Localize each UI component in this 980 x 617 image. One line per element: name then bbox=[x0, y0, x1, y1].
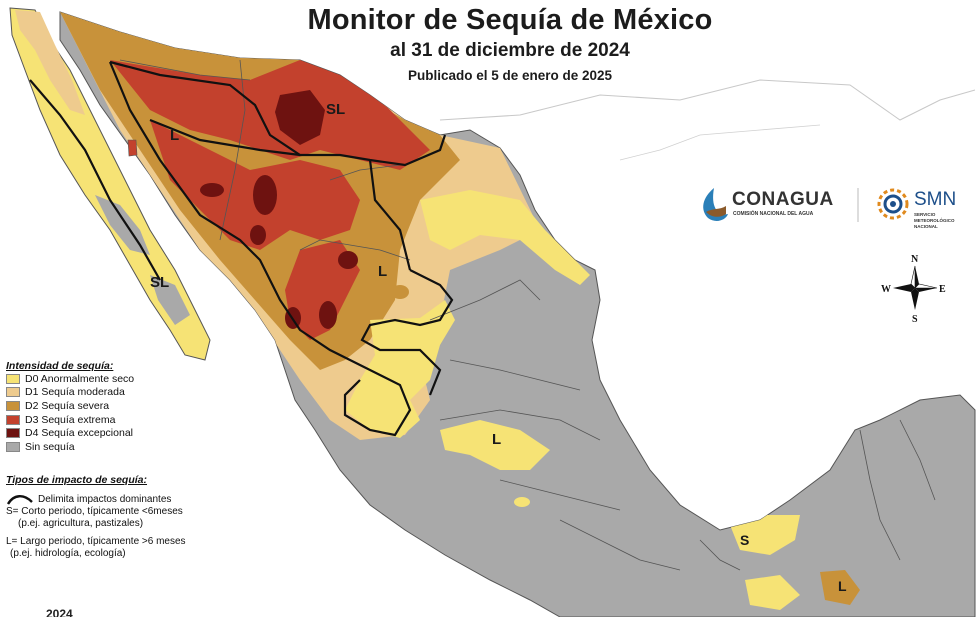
d0-region-central bbox=[345, 300, 455, 438]
map-date: al 31 de diciembre de 2024 bbox=[390, 40, 630, 61]
tiburon-island bbox=[127, 139, 138, 157]
long-term-line-1: L= Largo periodo, típicamente >6 meses bbox=[6, 536, 186, 547]
legend-label: D1 Sequía moderada bbox=[25, 386, 125, 399]
state-borders bbox=[119, 59, 936, 571]
baja-south-no-drought bbox=[150, 275, 190, 325]
baja-d1-region bbox=[15, 10, 85, 115]
d4-region-a bbox=[275, 90, 325, 145]
d2-spot bbox=[391, 285, 409, 299]
compass-west: W bbox=[881, 284, 891, 295]
smn-subtitle: SERVICIO METEOROLÓGICO NACIONAL bbox=[914, 212, 955, 229]
conagua-name: CONAGUA bbox=[732, 189, 834, 210]
legend-swatch bbox=[6, 373, 20, 384]
d0-region-northeast bbox=[420, 190, 590, 285]
legend-item: Sin sequía bbox=[6, 440, 134, 454]
legend-swatch bbox=[6, 441, 20, 452]
impact-line-legend: Delimita impactos dominantes bbox=[6, 494, 186, 506]
smn-logo-icon bbox=[877, 188, 909, 220]
d0-region-chiapas bbox=[745, 575, 800, 610]
legend-label: Sin sequía bbox=[25, 440, 75, 453]
legend-label: D3 Sequía extrema bbox=[25, 413, 116, 426]
impact-label-north: SL bbox=[326, 101, 345, 118]
legend-swatch bbox=[6, 400, 20, 411]
d4-region-c bbox=[253, 175, 277, 215]
compass-east: E bbox=[939, 284, 946, 295]
legend-label: D0 Anormalmente seco bbox=[25, 372, 135, 385]
impact-line-label: Delimita impactos dominantes bbox=[38, 494, 172, 505]
impact-label-bajio: L bbox=[492, 431, 501, 448]
compass-north: N bbox=[911, 254, 919, 265]
d4-region-e bbox=[338, 251, 358, 269]
intensity-legend-items: D0 Anormalmente seco D1 Sequía moderada D2… bbox=[6, 372, 134, 454]
long-term-line-2: (p.ej. hidrología, ecología) bbox=[10, 548, 126, 559]
us-border-outline bbox=[439, 79, 976, 121]
impact-label-quintana: L bbox=[838, 578, 847, 594]
map-title: Monitor de Sequía de México bbox=[307, 4, 713, 36]
compass-south: S bbox=[912, 314, 918, 325]
legend-item: D3 Sequía extrema bbox=[6, 413, 134, 427]
legend-label: D4 Sequía excepcional bbox=[25, 427, 133, 440]
short-term-line-2: (p.ej. agricultura, pastizales) bbox=[18, 518, 144, 529]
short-term-line-1: S= Corto periodo, típicamente <6meses bbox=[6, 506, 183, 517]
conagua-subtitle: COMISIÓN NACIONAL DEL AGUA bbox=[733, 211, 814, 217]
gulf-coast-outline bbox=[619, 124, 821, 161]
publication-date: Publicado el 5 de enero de 2025 bbox=[407, 68, 613, 83]
baja-california-peninsula bbox=[9, 7, 211, 361]
impact-line-symbol bbox=[6, 495, 33, 505]
impact-label-baja: SL bbox=[150, 274, 169, 291]
d0-region-bajio bbox=[440, 420, 550, 470]
impact-legend: Tipos de impacto de sequía: Delimita imp… bbox=[6, 474, 186, 560]
legend-label: D2 Sequía severa bbox=[25, 399, 110, 412]
impact-labels: SL L SL L L S L bbox=[150, 101, 847, 594]
impact-label-tabasco: S bbox=[740, 532, 749, 548]
impact-label-central: L bbox=[378, 263, 387, 280]
intensity-legend: Intensidad de sequía: D0 Anormalmente se… bbox=[6, 360, 134, 454]
legend-item: D1 Sequía moderada bbox=[6, 386, 134, 400]
conagua-logo-icon bbox=[703, 188, 728, 221]
legend-swatch bbox=[6, 414, 20, 425]
footer-partial-text: 2024 bbox=[46, 607, 73, 617]
legend-item: D2 Sequía severa bbox=[6, 399, 134, 413]
d0-region-tabasco bbox=[730, 515, 800, 555]
legend-swatch bbox=[6, 387, 20, 398]
d3-region-north bbox=[110, 60, 430, 170]
impact-label-sonora: L bbox=[170, 127, 179, 144]
legend-item: D0 Anormalmente seco bbox=[6, 372, 134, 386]
legend-item: D4 Sequía excepcional bbox=[6, 426, 134, 440]
d4-region-f bbox=[319, 301, 337, 329]
d2-region-quintana bbox=[820, 570, 860, 605]
smn-name: SMN bbox=[914, 189, 957, 210]
compass-rose: N S E W bbox=[881, 254, 946, 325]
impact-boundaries bbox=[29, 60, 454, 437]
legend-swatch bbox=[6, 428, 20, 439]
intensity-legend-title: Intensidad de sequía: bbox=[6, 360, 114, 372]
d4-region-b bbox=[200, 183, 224, 197]
d0-spot bbox=[514, 497, 530, 507]
d4-region-d bbox=[250, 225, 266, 245]
impact-legend-title: Tipos de impacto de sequía: bbox=[6, 474, 148, 486]
